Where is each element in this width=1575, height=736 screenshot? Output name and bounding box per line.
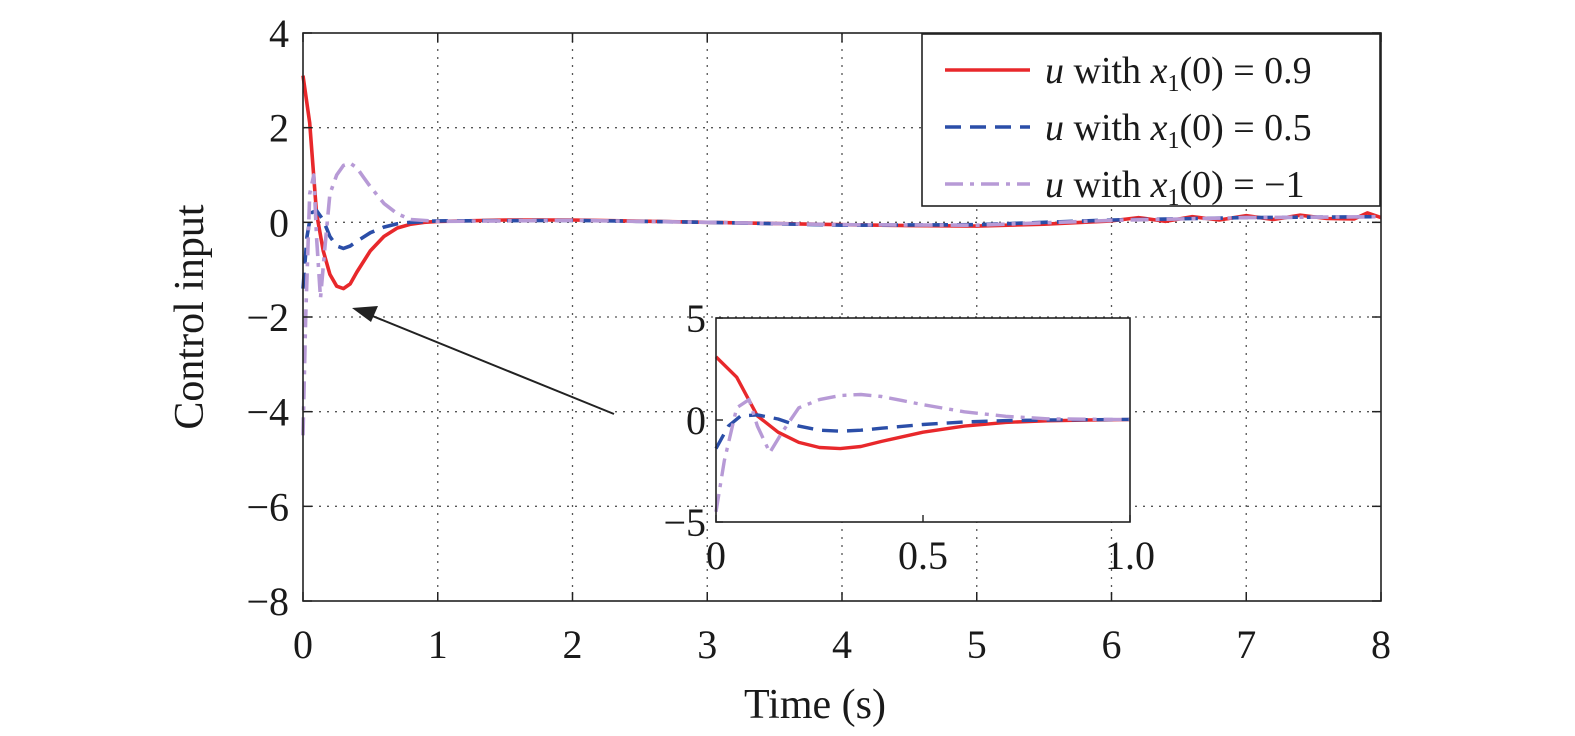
x-tick-label: 7 [1236,622,1256,667]
legend-label-2: u with x1(0) = 0.5 [1045,107,1312,154]
x-tick-label: 3 [697,622,717,667]
inset-series-line-3 [714,392,1131,513]
inset-x-tick-label: 1.0 [1105,533,1155,578]
x-tick-label: 5 [967,622,987,667]
inset-pointer-arrow [352,306,615,415]
y-tick-label: −8 [246,579,289,624]
x-axis-label: Time (s) [744,682,886,728]
series-line-2 [301,208,1382,289]
x-tick-label: 0 [293,622,313,667]
inset-series-layer [714,355,1131,513]
main-ticks: 0 1 2 3 4 5 6 7 8 4 2 0 −2 −4 −6 −8 [246,11,1391,667]
x-tick-label: 6 [1102,622,1122,667]
y-tick-label: −4 [246,390,289,435]
inset-y-tick-label: 0 [686,398,706,443]
legend-label-1: u with x1(0) = 0.9 [1045,50,1312,97]
legend: u with x1(0) = 0.9 u with x1(0) = 0.5 u wi… [921,33,1381,211]
inset-y-tick-label: 5 [686,296,706,341]
x-tick-label: 4 [832,622,852,667]
series-line-3 [301,161,1382,436]
y-tick-label: −6 [246,484,289,529]
x-tick-label: 1 [428,622,448,667]
y-tick-label: 0 [269,200,289,245]
x-tick-label: 8 [1371,622,1391,667]
y-axis-label: Control input [167,204,213,430]
main-series-layer [301,75,1382,436]
inset-y-tick-label: −5 [663,500,706,545]
y-tick-label: 2 [269,106,289,151]
inset-ticks: 0 0.5 1.050−5 [663,296,1155,578]
y-tick-label: 4 [269,11,289,56]
legend-label-3: u with x1(0) = −1 [1045,164,1305,211]
inset-x-tick-label: 0.5 [898,533,948,578]
y-tick-label: −2 [246,295,289,340]
inset-x-tick-label: 0 [706,533,726,578]
legend-box [921,33,1381,207]
x-tick-label: 2 [563,622,583,667]
